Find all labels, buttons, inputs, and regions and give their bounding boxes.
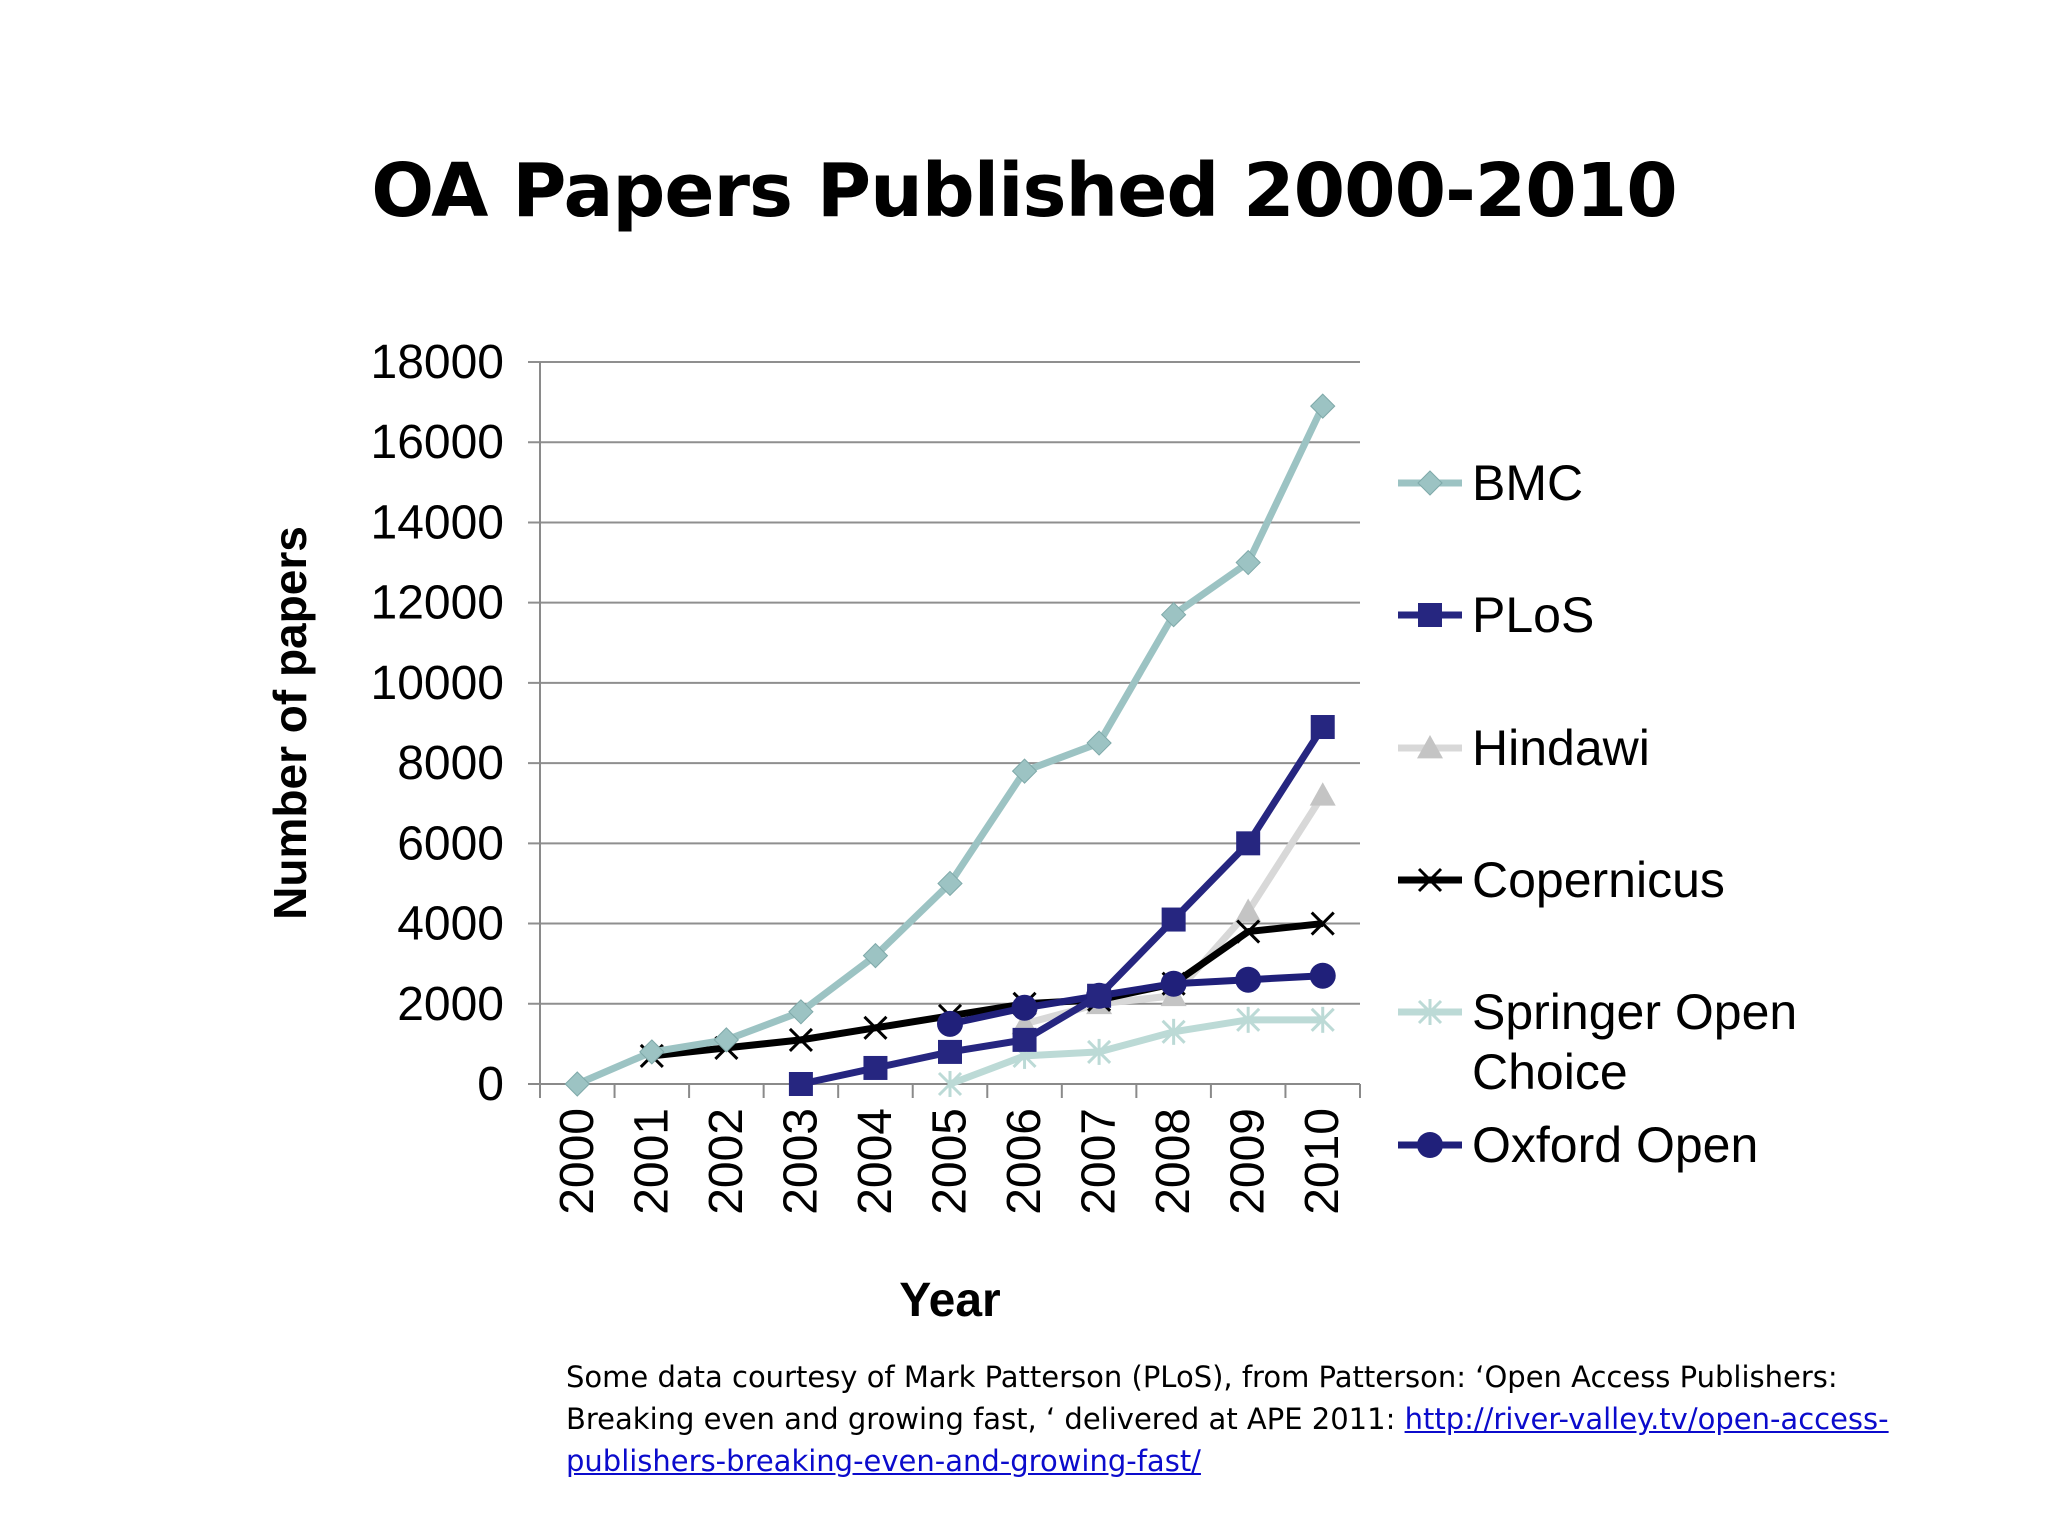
y-tick-label: 0: [477, 1058, 504, 1111]
chart-series: [564, 393, 1336, 1097]
legend-label: BMC: [1472, 455, 1583, 511]
data-point-bmc: [1160, 601, 1187, 628]
data-point-springer-open-choice: [1087, 1038, 1112, 1065]
data-point-bmc: [1310, 393, 1336, 419]
x-tick-label: 2009: [1222, 1108, 1275, 1215]
source-caption: Some data courtesy of Mark Patterson (PL…: [566, 1356, 1966, 1482]
data-point-bmc: [639, 1039, 665, 1065]
data-point-springer-open-choice: [937, 1071, 963, 1097]
y-tick-label: 2000: [397, 978, 504, 1031]
y-tick-label: 4000: [397, 898, 504, 951]
caption-text: Some data courtesy of Mark Patterson (PL…: [566, 1360, 1838, 1436]
data-point-copernicus: [1236, 919, 1261, 944]
slide-title: OA Papers Published 2000-2010: [371, 148, 1678, 234]
y-tick-label: 12000: [371, 577, 504, 630]
legend-item-springer-open-choice: Springer Open Choice: [1398, 984, 1797, 1100]
series-line-springer-open-choice: [948, 1016, 1323, 1088]
data-point-plos: [938, 1039, 962, 1064]
series-line-copernicus: [651, 920, 1324, 1060]
data-point-hindawi: [1309, 782, 1336, 806]
data-point-bmc: [713, 1027, 740, 1053]
legend-item-hindawi: Hindawi: [1398, 720, 1650, 776]
y-tick-label: 18000: [371, 336, 504, 389]
data-point-bmc: [1011, 758, 1038, 784]
x-tick-label: 2008: [1147, 1108, 1200, 1215]
legend-marker: [1418, 603, 1442, 627]
legend-item-copernicus: Copernicus: [1398, 852, 1725, 908]
legend-marker: [1417, 470, 1443, 496]
legend-label: Oxford Open: [1472, 1117, 1758, 1173]
data-point-oxford-open: [1235, 966, 1262, 993]
chart-axes: [539, 362, 1361, 1098]
series-bmc: [564, 393, 1336, 1097]
data-point-oxford-open: [1011, 994, 1038, 1021]
x-tick-label: 2000: [551, 1108, 604, 1215]
legend-marker: [1417, 735, 1443, 759]
x-tick-label: 2003: [774, 1108, 827, 1215]
x-tick-label: 2007: [1073, 1108, 1126, 1215]
data-point-oxford-open: [1309, 962, 1336, 989]
data-point-bmc: [937, 870, 963, 897]
data-point-springer-open-choice: [1161, 1018, 1186, 1045]
x-tick-label: 2001: [625, 1108, 678, 1215]
data-point-copernicus: [1310, 911, 1335, 936]
legend-label: Hindawi: [1472, 720, 1650, 776]
series-plos: [788, 715, 1335, 1096]
x-tick-label: 2006: [998, 1108, 1051, 1215]
y-tick-label: 14000: [371, 496, 504, 549]
legend-marker: [1417, 999, 1443, 1025]
data-point-springer-open-choice: [1236, 1006, 1261, 1033]
chart-gridlines: [528, 361, 1360, 1085]
data-point-bmc: [564, 1071, 590, 1097]
legend-label: PLoS: [1472, 587, 1594, 643]
x-tick-label: 2010: [1296, 1108, 1349, 1215]
series-oxford-open: [937, 962, 1336, 1037]
x-tick-label: 2004: [849, 1108, 902, 1215]
y-tick-label: 8000: [397, 737, 504, 790]
x-tick-label: 2005: [924, 1108, 977, 1215]
x-tick-label: 2002: [700, 1108, 753, 1215]
data-point-plos: [1236, 831, 1261, 856]
legend-marker: [1417, 1132, 1443, 1158]
y-tick-labels: 18000 16000 14000 12000 10000 8000 6000 4000 200…: [371, 336, 504, 1111]
data-point-plos: [1012, 1027, 1037, 1052]
legend-item-bmc: BMC: [1398, 455, 1583, 511]
y-tick-label: 16000: [371, 416, 504, 469]
data-point-copernicus: [788, 1027, 813, 1052]
y-axis-label: Number of papers: [264, 526, 316, 920]
series-springer-open-choice: [937, 1006, 1335, 1097]
data-point-plos: [1310, 715, 1335, 740]
legend-item-oxford-open: Oxford Open: [1398, 1117, 1758, 1173]
data-point-bmc: [862, 942, 889, 969]
y-tick-label: 6000: [397, 817, 504, 870]
data-point-plos: [1161, 907, 1186, 932]
legend-marker: [1417, 867, 1443, 893]
data-point-bmc: [1086, 730, 1112, 756]
data-point-oxford-open: [1160, 970, 1187, 997]
data-point-springer-open-choice: [1310, 1006, 1335, 1033]
source-link[interactable]: http://river-valley.tv/open-access-publi…: [566, 1402, 1889, 1478]
data-point-bmc: [1235, 549, 1261, 576]
series-line-plos: [800, 725, 1326, 1088]
legend-item-plos: PLoS: [1398, 587, 1594, 643]
data-point-bmc: [788, 999, 814, 1025]
data-point-plos: [863, 1055, 888, 1080]
x-axis-label: Year: [899, 1274, 1000, 1327]
x-tick-labels: 2000 2001 2002 2003 2004 2005 2006 2007 2008 2009…: [551, 1108, 1349, 1215]
y-tick-label: 10000: [371, 657, 504, 710]
legend-label: Springer Open Choice: [1472, 984, 1797, 1100]
data-point-hindawi: [1235, 898, 1262, 922]
chart-legend: BMC PLoS Hindawi Copernicus Springer Open Cho…: [1398, 455, 1797, 1173]
data-point-plos: [1087, 983, 1112, 1008]
data-point-oxford-open: [937, 1010, 963, 1037]
data-point-plos: [788, 1072, 813, 1096]
legend-label: Copernicus: [1472, 852, 1725, 908]
data-point-copernicus: [863, 1015, 888, 1040]
